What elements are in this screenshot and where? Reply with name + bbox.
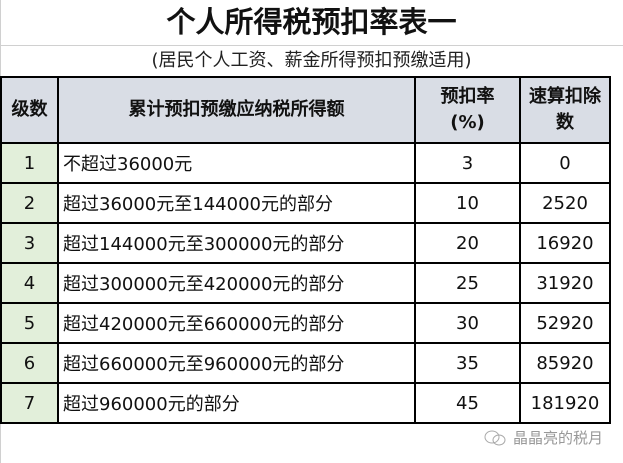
table-row: 1 不超过36000元 3 0 bbox=[0, 142, 611, 184]
rate-cell: 3 bbox=[414, 142, 521, 184]
level-cell: 1 bbox=[0, 142, 59, 184]
header-range: 累计预扣预缴应纳税所得额 bbox=[57, 76, 416, 144]
watermark: 晶晶亮的税月 bbox=[483, 427, 603, 448]
tax-rate-table: 级数 累计预扣预缴应纳税所得额 预扣率 (%) 速算扣除数 1 不超过36000元 3… bbox=[0, 76, 611, 424]
range-cell: 超过300000元至420000元的部分 bbox=[57, 262, 416, 304]
watermark-text: 晶晶亮的税月 bbox=[513, 429, 604, 447]
header-rate-line2: (%) bbox=[450, 112, 485, 133]
range-cell: 超过420000元至660000元的部分 bbox=[57, 302, 416, 344]
table-row: 4 超过300000元至420000元的部分 25 31920 bbox=[0, 262, 611, 304]
rate-cell: 10 bbox=[414, 182, 521, 224]
deduction-cell: 85920 bbox=[519, 342, 611, 384]
rate-cell: 20 bbox=[414, 222, 521, 264]
level-cell: 6 bbox=[0, 342, 59, 384]
range-cell: 超过144000元至300000元的部分 bbox=[57, 222, 416, 264]
rate-cell: 30 bbox=[414, 302, 521, 344]
deduction-cell: 16920 bbox=[519, 222, 611, 264]
deduction-cell: 31920 bbox=[519, 262, 611, 304]
range-cell: 超过660000元至960000元的部分 bbox=[57, 342, 416, 384]
rate-cell: 25 bbox=[414, 262, 521, 304]
header-level: 级数 bbox=[0, 76, 59, 144]
level-cell: 4 bbox=[0, 262, 59, 304]
header-deduction-line1: 速算扣除 bbox=[529, 86, 601, 107]
rate-cell: 35 bbox=[414, 342, 521, 384]
range-cell: 超过36000元至144000元的部分 bbox=[57, 182, 416, 224]
range-cell: 不超过36000元 bbox=[57, 142, 416, 184]
header-rate-line1: 预扣率 bbox=[440, 86, 495, 107]
table-row: 7 超过960000元的部分 45 181920 bbox=[0, 382, 611, 424]
deduction-cell: 2520 bbox=[519, 182, 611, 224]
header-row: 级数 累计预扣预缴应纳税所得额 预扣率 (%) 速算扣除数 bbox=[0, 76, 611, 144]
header-deduction-line2: 数 bbox=[556, 112, 574, 133]
level-cell: 7 bbox=[0, 382, 59, 424]
range-cell: 超过960000元的部分 bbox=[57, 382, 416, 424]
level-cell: 5 bbox=[0, 302, 59, 344]
table-row: 6 超过660000元至960000元的部分 35 85920 bbox=[0, 342, 611, 384]
deduction-cell: 0 bbox=[519, 142, 611, 184]
deduction-cell: 181920 bbox=[519, 382, 611, 424]
table-row: 2 超过36000元至144000元的部分 10 2520 bbox=[0, 182, 611, 224]
table-row: 5 超过420000元至660000元的部分 30 52920 bbox=[0, 302, 611, 344]
wechat-icon bbox=[484, 430, 506, 445]
deduction-cell: 52920 bbox=[519, 302, 611, 344]
header-rate: 预扣率 (%) bbox=[414, 76, 521, 144]
rate-cell: 45 bbox=[414, 382, 521, 424]
header-deduction: 速算扣除数 bbox=[519, 76, 611, 144]
subtitle: (居民个人工资、薪金所得预扣预缴适用) bbox=[151, 50, 472, 71]
table-row: 3 超过144000元至300000元的部分 20 16920 bbox=[0, 222, 611, 264]
page-title: 个人所得税预扣率表一 bbox=[0, 0, 623, 46]
level-cell: 3 bbox=[0, 222, 59, 264]
level-cell: 2 bbox=[0, 182, 59, 224]
